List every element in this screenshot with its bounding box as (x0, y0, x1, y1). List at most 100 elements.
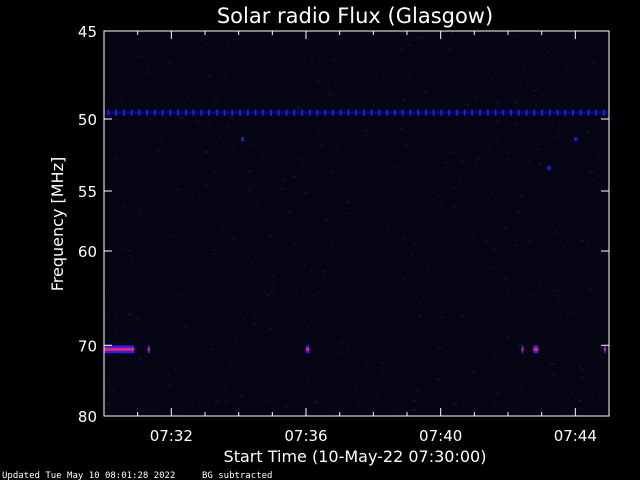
noise-pixel (354, 386, 359, 389)
noise-pixel (346, 279, 350, 282)
noise-pixel (557, 297, 560, 300)
noise-pixel (218, 271, 222, 274)
noise-pixel (143, 187, 145, 190)
noise-pixel (168, 226, 171, 229)
noise-pixel (336, 33, 339, 36)
noise-pixel (337, 150, 340, 153)
noise-pixel (561, 175, 563, 177)
noise-pixel (290, 208, 295, 211)
noise-pixel (439, 386, 441, 389)
band-mark (378, 109, 381, 116)
noise-pixel (589, 109, 591, 112)
band-mark (494, 109, 497, 116)
noise-pixel (567, 167, 569, 169)
noise-pixel (528, 329, 531, 332)
noise-pixel (316, 128, 318, 131)
noise-pixel (309, 268, 314, 271)
noise-pixel (443, 161, 447, 164)
band-mark (401, 109, 404, 116)
noise-pixel (428, 391, 432, 394)
noise-pixel (579, 365, 581, 368)
band-mark (146, 109, 149, 116)
noise-pixel (577, 297, 580, 300)
noise-pixel (354, 52, 357, 55)
noise-pixel (486, 347, 490, 350)
noise-pixel (356, 303, 358, 306)
noise-pixel (365, 128, 368, 131)
noise-pixel (353, 77, 355, 80)
noise-pixel (597, 215, 599, 218)
noise-pixel (472, 371, 477, 374)
noise-pixel (520, 403, 523, 405)
noise-pixel (381, 189, 383, 192)
noise-pixel (222, 126, 226, 129)
noise-pixel (260, 193, 264, 196)
noise-pixel (282, 163, 286, 166)
noise-pixel (247, 170, 251, 172)
noise-pixel (287, 204, 291, 207)
noise-pixel (262, 99, 266, 102)
noise-pixel (152, 393, 155, 395)
noise-pixel (430, 197, 433, 199)
noise-pixel (329, 317, 332, 320)
noise-pixel (316, 63, 318, 66)
noise-pixel (543, 292, 547, 295)
noise-pixel (184, 163, 187, 166)
noise-pixel (586, 130, 591, 133)
noise-pixel (287, 210, 292, 213)
noise-pixel (408, 44, 411, 47)
noise-pixel (596, 120, 600, 123)
noise-pixel (454, 378, 456, 381)
noise-pixel (175, 155, 178, 158)
noise-pixel (249, 391, 251, 394)
noise-pixel (167, 51, 171, 54)
noise-pixel (157, 408, 160, 411)
noise-pixel (378, 328, 381, 331)
noise-pixel (299, 36, 302, 39)
noise-pixel (404, 273, 408, 276)
noise-pixel (576, 407, 580, 410)
noise-pixel (360, 247, 364, 250)
noise-pixel (585, 59, 587, 61)
noise-pixel (594, 90, 598, 93)
noise-pixel (219, 136, 220, 139)
band-mark (285, 109, 288, 116)
noise-pixel (310, 97, 312, 100)
noise-pixel (424, 264, 428, 267)
noise-pixel (372, 146, 376, 149)
band-mark (246, 109, 249, 116)
noise-pixel (581, 197, 584, 200)
noise-pixel (520, 388, 524, 391)
noise-pixel (402, 329, 405, 332)
noise-pixel (275, 282, 278, 285)
noise-pixel (588, 378, 592, 381)
noise-pixel (144, 72, 146, 75)
noise-pixel (580, 368, 584, 371)
noise-pixel (150, 250, 154, 253)
noise-pixel (159, 154, 160, 157)
noise-pixel (297, 105, 300, 108)
noise-pixel (547, 50, 550, 53)
noise-pixel (459, 328, 461, 331)
noise-pixel (473, 264, 475, 266)
noise-pixel (109, 160, 113, 163)
noise-pixel (374, 201, 378, 204)
y-tick-label: 55 (78, 183, 97, 201)
band-mark (440, 109, 443, 116)
noise-pixel (363, 259, 367, 262)
noise-layer (104, 31, 610, 417)
noise-pixel (531, 227, 533, 229)
noise-pixel (342, 190, 345, 193)
noise-pixel (316, 131, 321, 134)
noise-pixel (297, 107, 301, 110)
noise-pixel (477, 345, 482, 348)
noise-pixel (272, 275, 276, 278)
noise-pixel (507, 288, 510, 291)
noise-pixel (179, 117, 183, 120)
noise-pixel (438, 316, 442, 319)
noise-pixel (459, 292, 463, 295)
noise-pixel (323, 381, 327, 384)
noise-pixel (525, 303, 527, 306)
noise-pixel (435, 73, 440, 76)
noise-pixel (152, 75, 154, 78)
